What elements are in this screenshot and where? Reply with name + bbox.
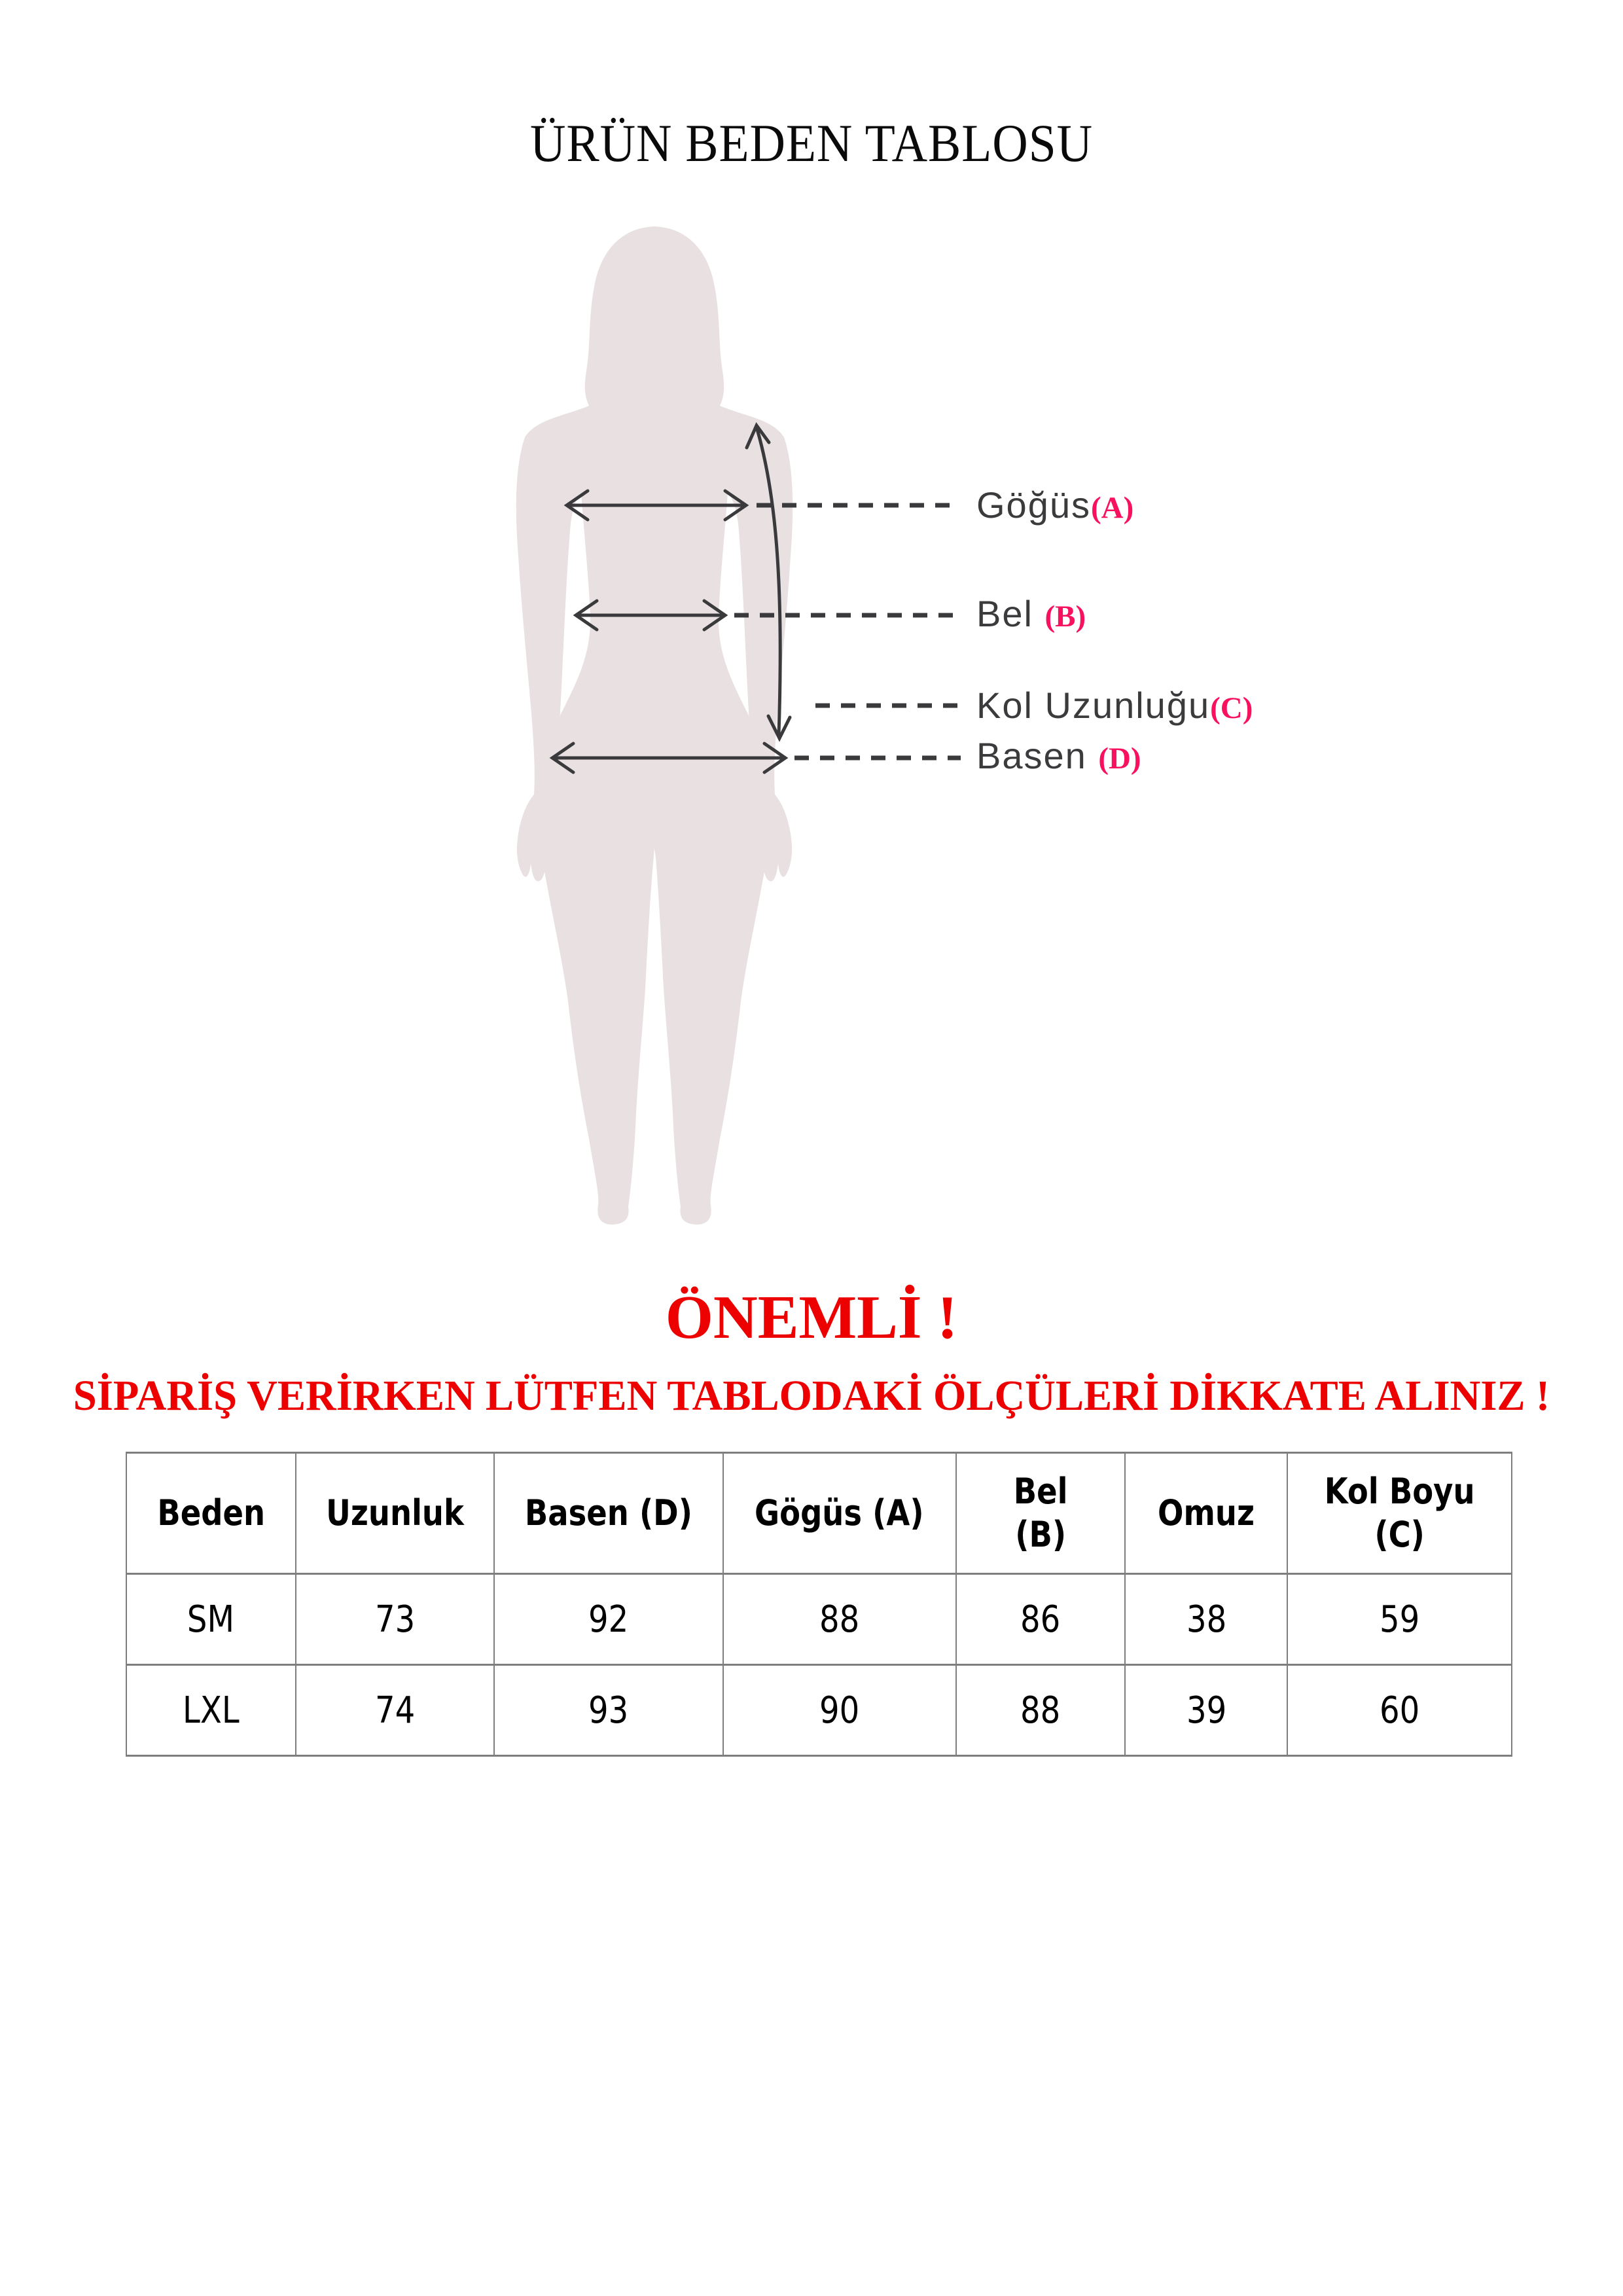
label-hip: Basen (D)	[976, 738, 1141, 777]
size-table-header-row: Beden Uzunluk Basen (D) Gögüs (A) Bel (B…	[126, 1452, 1513, 1575]
cell-value: 38	[1124, 1573, 1288, 1666]
important-heading: ÖNEMLİ !	[665, 1283, 958, 1352]
cell-value: 88	[722, 1573, 957, 1666]
col-header-omuz: Omuz	[1124, 1452, 1288, 1575]
label-chest-letter: (A)	[1091, 491, 1134, 525]
cell-value: 86	[955, 1573, 1126, 1666]
col-header-beden: Beden	[126, 1452, 296, 1575]
col-header-kol-boyu: Kol Boyu (C)	[1286, 1452, 1513, 1575]
cell-value: 60	[1286, 1664, 1513, 1757]
cell-size: SM	[126, 1573, 296, 1666]
label-waist-text: Bel	[976, 593, 1045, 634]
cell-value: 90	[722, 1664, 957, 1757]
label-chest-text: Göğüs	[976, 484, 1091, 526]
label-hip-letter: (D)	[1098, 742, 1141, 776]
table-row-sm: SM 73 92 88 86 38 59	[126, 1573, 1513, 1666]
body-silhouette	[516, 226, 793, 1225]
cell-value: 73	[294, 1573, 495, 1666]
label-hip-text: Basen	[976, 735, 1099, 776]
cell-value: 92	[493, 1573, 724, 1666]
label-arm-length-text: Kol Uzunluğu	[976, 685, 1211, 726]
label-waist-letter: (B)	[1044, 600, 1086, 634]
col-header-gogus: Gögüs (A)	[722, 1452, 957, 1575]
page-title: ÜRÜN BEDEN TABLOSU	[530, 113, 1093, 173]
arm-length-arrow	[745, 422, 792, 742]
cell-size: LXL	[126, 1664, 296, 1757]
col-header-bel: Bel (B)	[955, 1452, 1126, 1575]
label-waist: Bel (B)	[976, 596, 1086, 635]
col-header-basen: Basen (D)	[493, 1452, 724, 1575]
col-header-uzunluk: Uzunluk	[294, 1452, 495, 1575]
measurement-diagram	[484, 216, 969, 1237]
label-chest: Göğüs(A)	[976, 487, 1133, 526]
waist-arrow	[573, 599, 728, 632]
cell-value: 93	[493, 1664, 724, 1757]
chest-arrow	[563, 489, 749, 522]
cell-value: 88	[955, 1664, 1126, 1757]
cell-value: 39	[1124, 1664, 1288, 1757]
warning-text: SİPARİŞ VERİRKEN LÜTFEN TABLODAKİ ÖLÇÜLE…	[73, 1372, 1550, 1420]
table-row-lxl: LXL 74 93 90 88 39 60	[126, 1664, 1513, 1757]
cell-value: 59	[1286, 1573, 1513, 1666]
hip-arrow	[549, 742, 789, 774]
label-arm-length: Kol Uzunluğu(C)	[976, 687, 1253, 726]
size-table: Beden Uzunluk Basen (D) Gögüs (A) Bel (B…	[126, 1452, 1513, 1757]
cell-value: 74	[294, 1664, 495, 1757]
label-arm-length-letter: (C)	[1210, 691, 1253, 725]
